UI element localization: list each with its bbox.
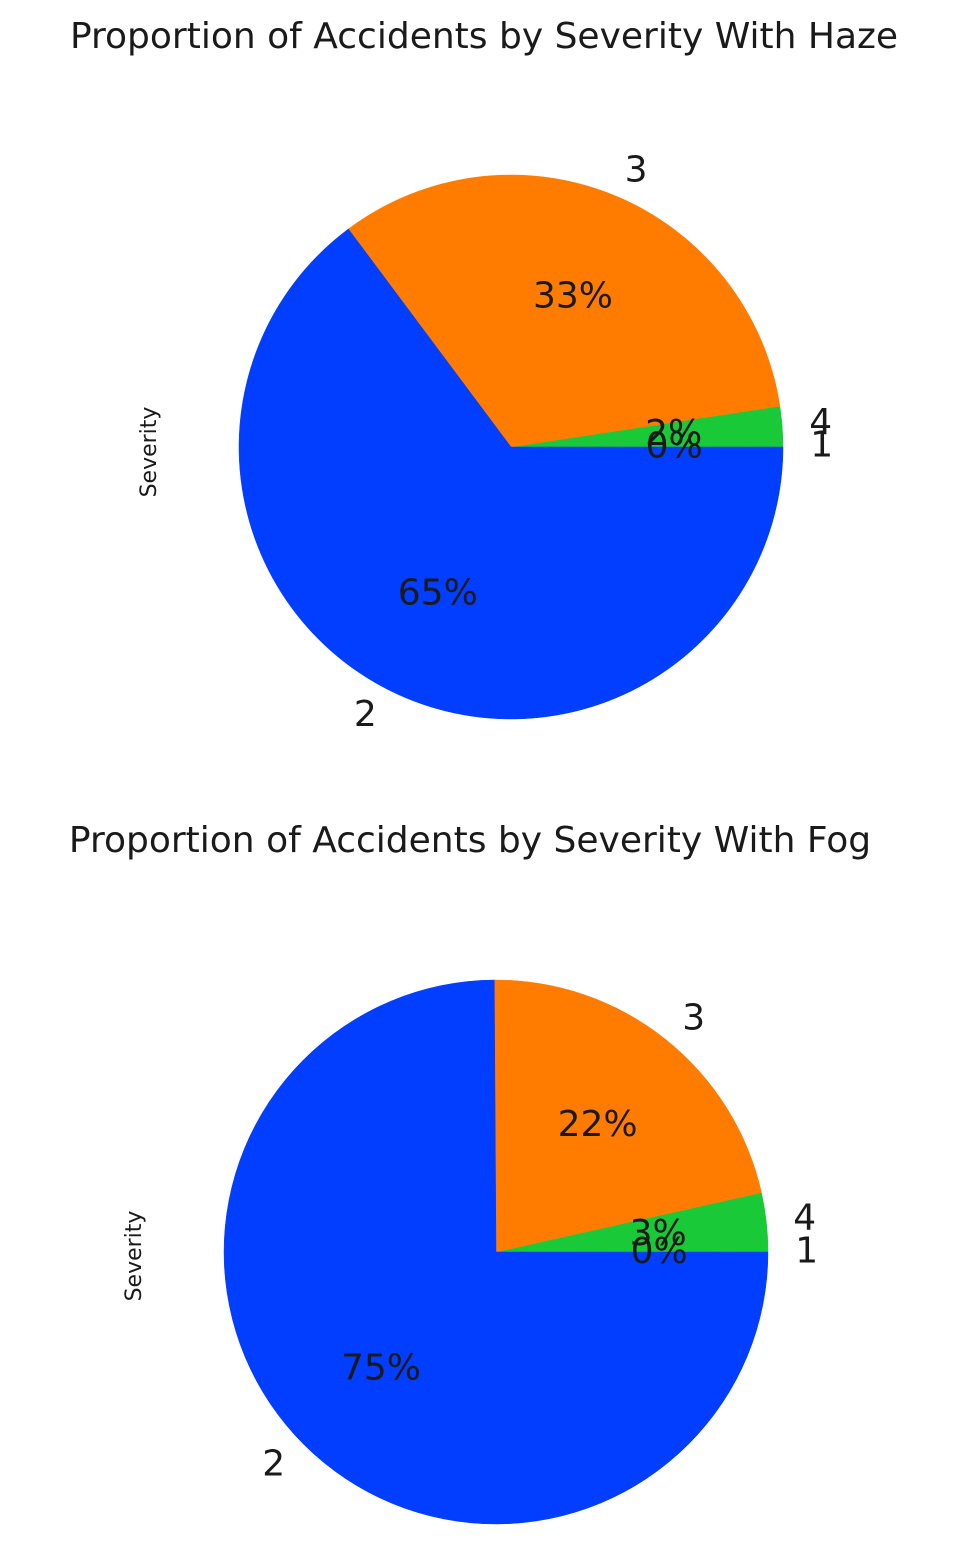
percent-label-severity-3: 22% [558, 1104, 638, 1145]
category-labels: 14 3 2 [262, 997, 818, 1484]
percent-label-severity-1: 0% [646, 426, 703, 467]
percent-label-severity-4: 3% [630, 1213, 687, 1254]
fog-pie-chart: Proportion of Accidents by Severity With… [69, 820, 871, 1525]
pie-slice-severity-3 [494, 979, 762, 1253]
y-axis-label: Severity [137, 407, 162, 498]
percent-labels: 0%3% 22% 75% [341, 1104, 688, 1389]
category-label-severity-4: 4 [809, 402, 832, 443]
category-label-severity-2: 2 [262, 1444, 285, 1485]
percent-label-severity-1: 0% [631, 1231, 688, 1272]
pie-slice-severity-2 [238, 228, 784, 720]
category-label-severity-1: 1 [810, 425, 833, 466]
pie-slice-severity-2 [223, 979, 769, 1525]
chart-title: Proportion of Accidents by Severity With… [69, 820, 871, 861]
category-label-severity-1: 1 [795, 1231, 818, 1272]
category-labels: 14 3 2 [354, 150, 833, 735]
percent-label-severity-4: 2% [645, 413, 702, 454]
category-label-severity-3: 3 [682, 997, 705, 1038]
percent-labels: 0%2% 33% 65% [398, 276, 703, 614]
haze-pie-chart: Proportion of Accidents by Severity With… [70, 16, 898, 735]
pie-slice-severity-3 [348, 174, 781, 448]
percent-label-severity-3: 33% [533, 276, 613, 317]
chart-title: Proportion of Accidents by Severity With… [70, 16, 898, 57]
pie-slices [223, 979, 769, 1525]
percent-label-severity-2: 65% [398, 572, 478, 613]
y-axis-label: Severity [122, 1211, 147, 1302]
percent-label-severity-2: 75% [341, 1347, 421, 1388]
category-label-severity-4: 4 [793, 1198, 816, 1239]
pie-slices [238, 174, 784, 720]
category-label-severity-3: 3 [625, 150, 648, 191]
category-label-severity-2: 2 [354, 694, 377, 735]
